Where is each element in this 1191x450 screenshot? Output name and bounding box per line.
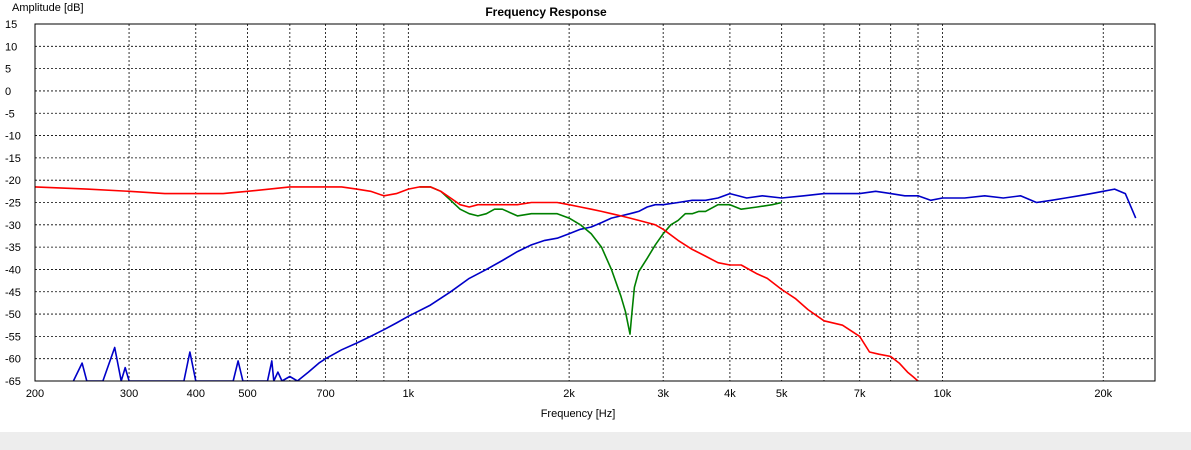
series-line-2 — [35, 186, 919, 381]
chart-title: Frequency Response — [485, 5, 607, 19]
chart-background — [0, 0, 1191, 432]
series-line-1 — [419, 186, 782, 335]
x-tick-label: 4k — [724, 388, 736, 400]
y-tick-label: -60 — [5, 354, 21, 366]
y-tick-label: 5 — [5, 64, 11, 76]
x-tick-label: 7k — [854, 388, 866, 400]
x-tick-label: 1k — [403, 388, 415, 400]
x-tick-label: 2k — [563, 388, 575, 400]
x-tick-label: 3k — [657, 388, 669, 400]
y-tick-label: -10 — [5, 131, 21, 143]
x-tick-label: 300 — [120, 388, 138, 400]
y-axis-label: Amplitude [dB] — [12, 2, 84, 14]
y-tick-label: 0 — [5, 86, 11, 98]
x-tick-label: 400 — [187, 388, 205, 400]
y-tick-label: -50 — [5, 309, 21, 321]
x-tick-label: 5k — [776, 388, 788, 400]
y-tick-label: -40 — [5, 264, 21, 276]
window-bottom-strip — [0, 432, 1191, 450]
y-tick-label: -55 — [5, 331, 21, 343]
x-tick-label: 700 — [316, 388, 334, 400]
tick-labels: 15 10 5 0 -5 -10 -15 -20 -25 -30 -35 -40 -45 -50 -55 -6… — [5, 19, 1113, 400]
x-tick-label: 20k — [1094, 388, 1112, 400]
y-tick-label: -30 — [5, 220, 21, 232]
y-tick-label: -25 — [5, 198, 21, 210]
plot-frame — [34, 23, 1156, 382]
y-tick-label: -5 — [5, 108, 15, 120]
y-tick-label: -35 — [5, 242, 21, 254]
x-tick-label: 10k — [934, 388, 952, 400]
plot-series — [35, 186, 1137, 381]
y-tick-label: -65 — [5, 376, 21, 388]
y-tick-label: 15 — [5, 19, 17, 31]
y-tick-label: -20 — [5, 175, 21, 187]
x-axis-label: Frequency [Hz] — [541, 408, 616, 420]
x-tick-label: 200 — [26, 388, 44, 400]
y-tick-label: -45 — [5, 287, 21, 299]
y-tick-label: 10 — [5, 41, 17, 53]
series-line-0 — [72, 188, 1137, 381]
x-tick-label: 500 — [238, 388, 256, 400]
y-tick-label: -15 — [5, 153, 21, 165]
